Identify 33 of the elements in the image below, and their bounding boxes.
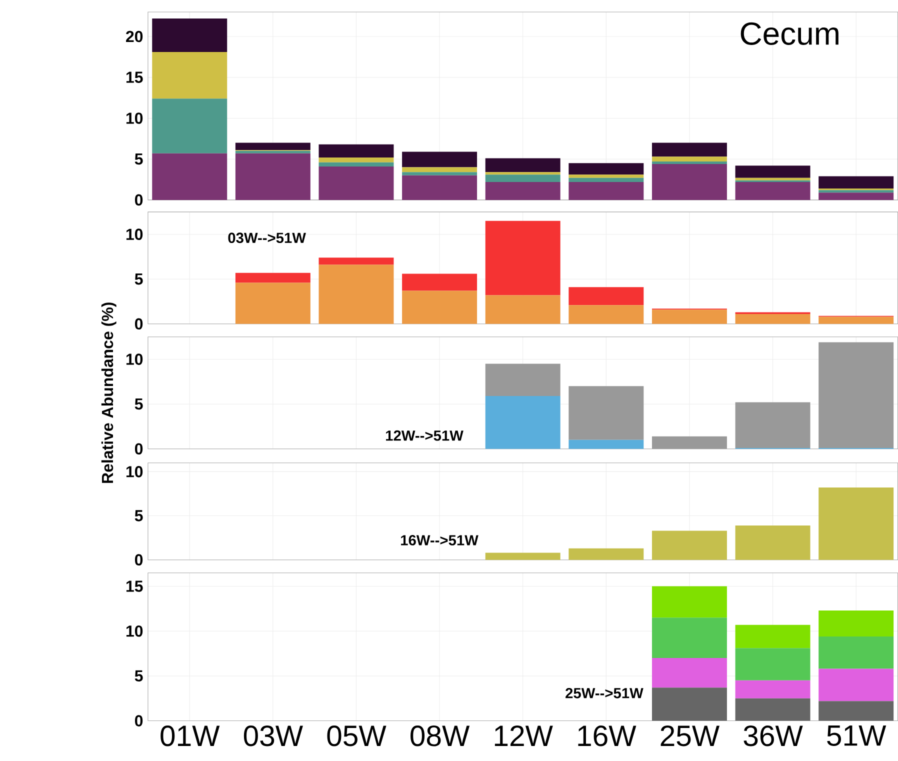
x-tick-label: 08W (410, 726, 470, 746)
y-tick-label: 15 (126, 72, 143, 84)
y-tick-label: 5 (134, 274, 143, 285)
y-tick-label: 10 (126, 228, 143, 240)
x-tick-label: 51W (827, 726, 886, 746)
y-tick-label: 10 (126, 354, 143, 366)
y-tick-label: 0 (134, 715, 143, 727)
y-tick-label: 0 (134, 318, 143, 330)
y-tick-label: 10 (126, 112, 143, 124)
y-tick-label: 10 (126, 466, 143, 478)
x-tick-label: 36W (744, 726, 803, 746)
annotation: 03W-->51W (228, 232, 306, 244)
y-tick-label: 5 (134, 510, 143, 522)
y-tick-label: 0 (134, 194, 143, 206)
x-tick-label: 05W (327, 726, 386, 746)
y-tick-label: 5 (134, 154, 143, 165)
y-tick-label: 0 (134, 554, 143, 566)
annotation: 16W-->51W (401, 535, 478, 546)
x-tick-label: 25W (660, 726, 720, 746)
chart-title: Cecum (740, 22, 838, 46)
y-tick-label: 10 (126, 626, 143, 637)
annotation: 25W-->51W (566, 688, 644, 698)
y-tick-label: 20 (126, 30, 143, 42)
y-axis-title: Relative Abundance (%) (101, 302, 116, 484)
annotation: 12W-->51W (386, 430, 464, 441)
x-tick-label: 03W (244, 726, 303, 746)
y-tick-label: 0 (134, 443, 143, 455)
x-tick-label: 16W (578, 726, 636, 746)
y-tick-label: 15 (126, 580, 143, 592)
x-tick-label: 12W (494, 726, 553, 746)
y-tick-label: 5 (134, 670, 143, 682)
x-tick-label: 01W (160, 726, 220, 746)
y-tick-label: 5 (134, 398, 143, 410)
